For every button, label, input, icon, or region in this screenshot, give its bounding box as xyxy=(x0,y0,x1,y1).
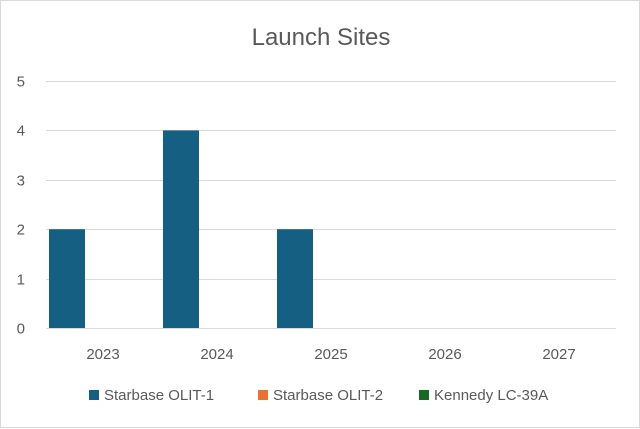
x-axis-ticks: 2023 2024 2025 2026 2027 xyxy=(86,346,575,363)
x-tick-label: 2027 xyxy=(542,346,575,363)
legend-label: Kennedy LC-39A xyxy=(434,387,548,404)
x-tick-label: 2026 xyxy=(428,346,461,363)
x-tick-label: 2025 xyxy=(314,346,347,363)
bar-2025-starbase-olit-1 xyxy=(277,229,313,328)
gridlines xyxy=(46,81,616,329)
x-tick-label: 2023 xyxy=(86,346,119,363)
y-tick-label: 1 xyxy=(17,272,25,289)
legend-swatch xyxy=(258,390,268,400)
y-tick-label: 5 xyxy=(17,74,25,91)
x-tick-label: 2024 xyxy=(200,346,233,363)
bars xyxy=(49,130,313,328)
legend-swatch xyxy=(89,390,99,400)
y-axis-ticks: 0 1 2 3 4 5 xyxy=(17,74,25,338)
y-tick-label: 0 xyxy=(17,321,25,338)
legend-swatch xyxy=(419,390,429,400)
legend-label: Starbase OLIT-2 xyxy=(273,387,383,404)
y-tick-label: 3 xyxy=(17,173,25,190)
y-tick-label: 2 xyxy=(17,222,25,239)
legend-label: Starbase OLIT-1 xyxy=(104,387,214,404)
legend: Starbase OLIT-1 Starbase OLIT-2 Kennedy LC… xyxy=(89,387,548,404)
bar-2024-starbase-olit-1 xyxy=(163,130,199,328)
y-tick-label: 4 xyxy=(17,123,25,140)
chart-title: Launch Sites xyxy=(252,24,391,51)
bar-2023-starbase-olit-1 xyxy=(49,229,85,328)
